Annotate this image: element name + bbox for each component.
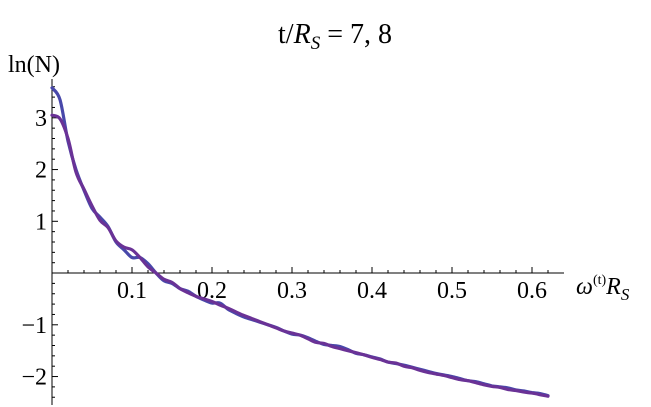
y-tick-label: −2 [21,365,47,391]
x-tick-label: 0.5 [437,278,467,304]
series-line-1 [50,86,550,398]
x-tick-label: 0.6 [517,278,547,304]
x-tick-label: 0.3 [277,278,307,304]
x-tick-label: 0.4 [357,278,387,304]
y-tick-label: 2 [35,158,47,184]
title-suffix: = 7, 8 [320,19,392,50]
x-axis-label: ω(t)RS [576,273,630,304]
y-tick-label: 1 [35,209,47,235]
series-group [50,86,550,398]
series-line-2 [50,113,550,398]
xlabel-var: ω [576,274,593,300]
xlabel-sub: S [621,285,630,304]
y-tick-label: −1 [21,313,47,339]
chart-title: t/RS = 7, 8 [278,19,392,54]
title-prefix: t/ [278,19,294,50]
xlabel-var2: R [605,274,621,300]
y-tick-label: 3 [35,106,47,132]
x-tick-label: 0.1 [117,278,147,304]
title-sub: S [311,33,321,54]
xlabel-sup: (t) [593,273,607,288]
y-axis-label: ln(N) [8,52,60,78]
axes [51,79,564,405]
title-var: R [293,19,311,50]
